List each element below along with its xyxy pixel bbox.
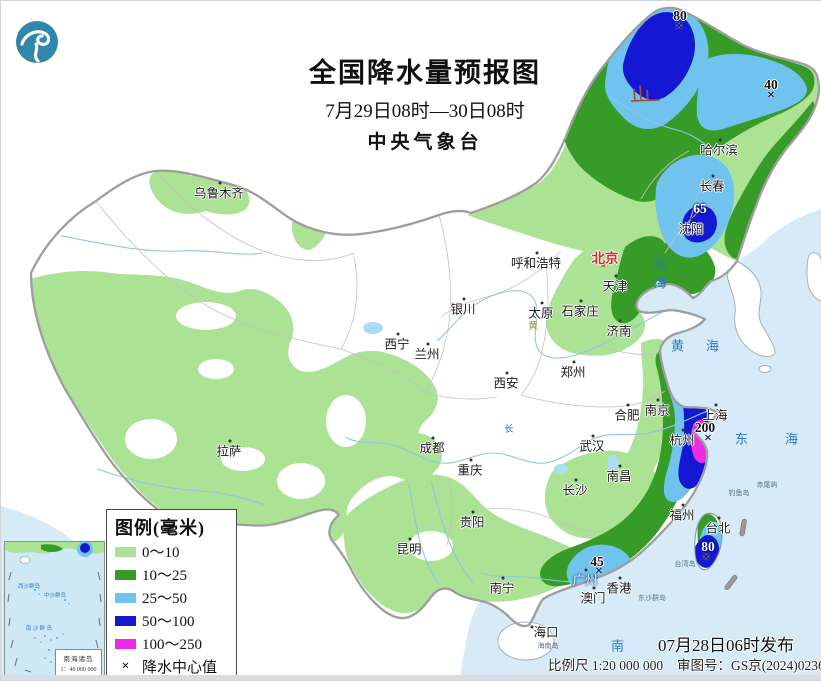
island-hainan — [497, 621, 555, 661]
lakes-layer — [363, 322, 619, 474]
province-borders — [95, 150, 708, 546]
mountain-symbol — [630, 84, 661, 102]
cliff-symbols — [724, 518, 747, 591]
taiwan-outline — [694, 512, 723, 571]
precipitation-layers — [31, 7, 819, 614]
korea-peninsula — [726, 261, 776, 357]
bottom-edge-strip — [1, 675, 821, 680]
national-boundary — [29, 6, 821, 628]
kyushu-corner — [806, 252, 821, 302]
bay-of-bengal — [1, 506, 107, 680]
jeju-island — [758, 365, 772, 373]
